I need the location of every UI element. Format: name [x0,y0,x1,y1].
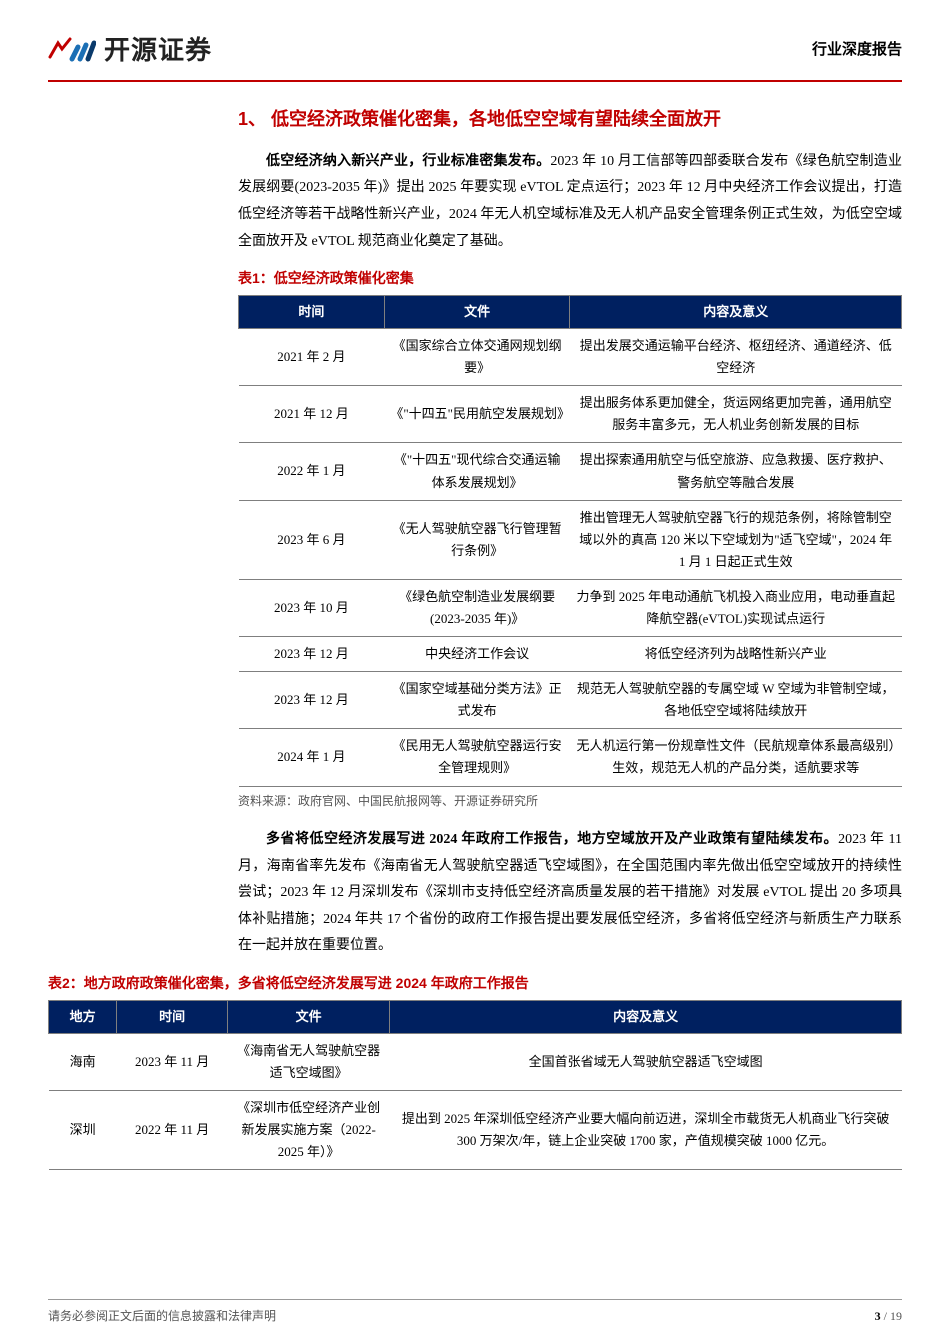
section-heading: 1、 低空经济政策催化密集，各地低空空域有望陆续全面放开 [238,104,902,135]
table1-cell: 推出管理无人驾驶航空器飞行的规范条例，将除管制空域以外的真高 120 米以下空域… [570,500,902,579]
para2-body: 2023 年 11 月，海南省率先发布《海南省无人驾驶航空器适飞空域图》，在全国… [238,832,902,953]
table1-cell: 2023 年 12 月 [239,637,385,672]
table2-header-cell: 地方 [49,1000,117,1033]
table1-cell: 力争到 2025 年电动通航飞机投入商业应用，电动垂直起降航空器(eVTOL)实… [570,579,902,636]
table1-cell: 2024 年 1 月 [239,729,385,786]
table-row: 2023 年 10 月《绿色航空制造业发展纲要(2023-2035 年)》力争到… [239,579,902,636]
table1-cell: 《无人驾驶航空器飞行管理暂行条例》 [384,500,570,579]
table-row: 2023 年 12 月《国家空域基础分类方法》正式发布规范无人驾驶航空器的专属空… [239,672,902,729]
table-row: 2022 年 1 月《"十四五"现代综合交通运输体系发展规划》提出探索通用航空与… [239,443,902,500]
table2-cell: 2023 年 11 月 [117,1033,228,1090]
page-footer: 请务必参阅正文后面的信息披露和法律声明 3 / 19 [48,1299,902,1326]
table2-cell: 全国首张省域无人驾驶航空器适飞空域图 [390,1033,902,1090]
company-name: 开源证券 [104,28,212,72]
table1-cell: 《国家空域基础分类方法》正式发布 [384,672,570,729]
table2-cell: 《海南省无人驾驶航空器适飞空域图》 [228,1033,390,1090]
table1-source: 资料来源：政府官网、中国民航报网等、开源证券研究所 [238,791,902,811]
logo-icon [48,35,96,65]
table1-cell: 2023 年 12 月 [239,672,385,729]
table-row: 2021 年 2 月《国家综合立体交通网规划纲要》提出发展交通运输平台经济、枢纽… [239,329,902,386]
page-header: 开源证券 行业深度报告 [48,28,902,82]
table1-cell: 《绿色航空制造业发展纲要(2023-2035 年)》 [384,579,570,636]
table1-title: 表1：低空经济政策催化密集 [238,267,902,291]
table1-cell: 中央经济工作会议 [384,637,570,672]
table1-cell: 2023 年 10 月 [239,579,385,636]
table1-cell: 《"十四五"民用航空发展规划》 [384,386,570,443]
section-number: 1、 [238,109,266,129]
table1-cell: 将低空经济列为战略性新兴产业 [570,637,902,672]
table2-cell: 提出到 2025 年深圳低空经济产业要大幅向前迈进，深圳全市载货无人机商业飞行突… [390,1090,902,1169]
table1-cell: 2021 年 12 月 [239,386,385,443]
table1-cell: 规范无人驾驶航空器的专属空域 W 空域为非管制空域，各地低空空域将陆续放开 [570,672,902,729]
table1-cell: 无人机运行第一份规章性文件（民航规章体系最高级别）生效，规范无人机的产品分类，适… [570,729,902,786]
table1-header-cell: 内容及意义 [570,295,902,328]
table1-cell: 《国家综合立体交通网规划纲要》 [384,329,570,386]
table-row: 深圳2022 年 11 月《深圳市低空经济产业创新发展实施方案（2022-202… [49,1090,902,1169]
table1-cell: 《民用无人驾驶航空器运行安全管理规则》 [384,729,570,786]
table-row: 海南2023 年 11 月《海南省无人驾驶航空器适飞空域图》全国首张省域无人驾驶… [49,1033,902,1090]
paragraph-1: 低空经济纳入新兴产业，行业标准密集发布。2023 年 10 月工信部等四部委联合… [238,149,902,255]
table1-cell: 2021 年 2 月 [239,329,385,386]
page-number: 3 / 19 [875,1306,902,1326]
footer-disclaimer: 请务必参阅正文后面的信息披露和法律声明 [48,1306,276,1326]
table1-cell: 提出发展交通运输平台经济、枢纽经济、通道经济、低空经济 [570,329,902,386]
table1-header-cell: 文件 [384,295,570,328]
para1-lead: 低空经济纳入新兴产业，行业标准密集发布。 [266,154,550,169]
table-row: 2024 年 1 月《民用无人驾驶航空器运行安全管理规则》无人机运行第一份规章性… [239,729,902,786]
table1-header-cell: 时间 [239,295,385,328]
table2-header-cell: 时间 [117,1000,228,1033]
table2-title: 表2：地方政府政策催化密集，多省将低空经济发展写进 2024 年政府工作报告 [48,972,902,996]
table1-cell: 《"十四五"现代综合交通运输体系发展规划》 [384,443,570,500]
table1-cell: 2022 年 1 月 [239,443,385,500]
table2-header-cell: 文件 [228,1000,390,1033]
table-row: 2021 年 12 月《"十四五"民用航空发展规划》提出服务体系更加健全，货运网… [239,386,902,443]
table-row: 2023 年 6 月《无人驾驶航空器飞行管理暂行条例》推出管理无人驾驶航空器飞行… [239,500,902,579]
table2-cell: 海南 [49,1033,117,1090]
table-row: 2023 年 12 月中央经济工作会议将低空经济列为战略性新兴产业 [239,637,902,672]
table2-cell: 2022 年 11 月 [117,1090,228,1169]
table1: 时间文件内容及意义 2021 年 2 月《国家综合立体交通网规划纲要》提出发展交… [238,295,902,787]
section-title: 低空经济政策催化密集，各地低空空域有望陆续全面放开 [271,109,721,129]
table2: 地方时间文件内容及意义 海南2023 年 11 月《海南省无人驾驶航空器适飞空域… [48,1000,902,1171]
table2-cell: 深圳 [49,1090,117,1169]
table2-header-cell: 内容及意义 [390,1000,902,1033]
table1-cell: 2023 年 6 月 [239,500,385,579]
table1-cell: 提出服务体系更加健全，货运网络更加完善，通用航空服务丰富多元，无人机业务创新发展… [570,386,902,443]
paragraph-2: 多省将低空经济发展写进 2024 年政府工作报告，地方空域放开及产业政策有望陆续… [238,827,902,960]
table2-cell: 《深圳市低空经济产业创新发展实施方案（2022-2025 年）》 [228,1090,390,1169]
para2-lead: 多省将低空经济发展写进 2024 年政府工作报告，地方空域放开及产业政策有望陆续… [266,832,838,847]
table1-cell: 提出探索通用航空与低空旅游、应急救援、医疗救护、警务航空等融合发展 [570,443,902,500]
report-type: 行业深度报告 [812,37,902,63]
company-logo: 开源证券 [48,28,212,72]
